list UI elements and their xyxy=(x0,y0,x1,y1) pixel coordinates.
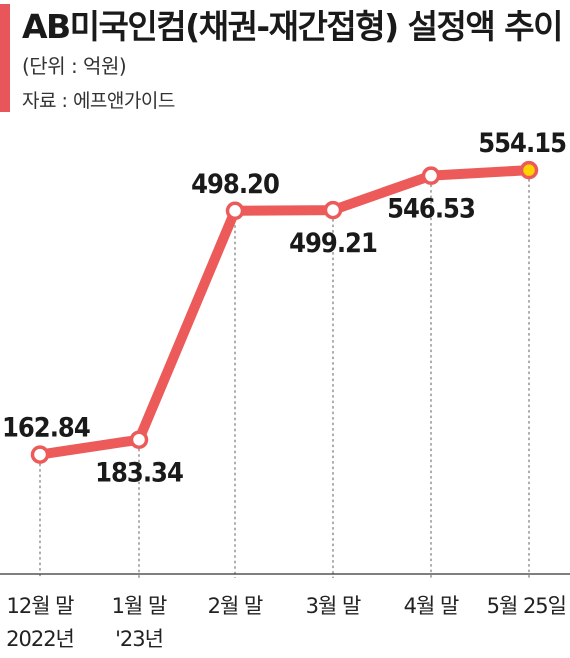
point-marker-1 xyxy=(129,430,149,449)
accent-bar xyxy=(0,4,10,112)
point-marker-2 xyxy=(225,201,245,221)
x-tick-sublabel-1: '23년 xyxy=(115,627,163,651)
unit-note: (단위 : 억원) xyxy=(22,54,127,78)
x-tick-label-0: 12월 말 xyxy=(6,594,74,618)
point-marker-0 xyxy=(30,445,50,464)
point-marker-4 xyxy=(421,166,441,185)
data-label-3: 499.21 xyxy=(289,228,377,259)
data-label-2: 498.20 xyxy=(191,169,279,200)
source-note: 자료 : 에프앤가이드 xyxy=(22,90,175,112)
x-tick-label-1: 1월 말 xyxy=(112,594,167,618)
series-line xyxy=(35,165,534,460)
chart-header: AB미국인컴(채권-재간접형) 설정액 추이 (단위 : 억원) 자료 : 에프… xyxy=(0,0,570,115)
x-tick-label-4: 4월 말 xyxy=(404,594,459,618)
x-tick-sublabel-0: 2022년 xyxy=(6,627,74,651)
x-tick-label-2: 2월 말 xyxy=(208,594,263,618)
x-tick-label-3: 3월 말 xyxy=(306,594,361,618)
x-tick-label-5: 5월 25일 xyxy=(487,594,566,618)
chart-title: AB미국인컴(채권-재간접형) 설정액 추이 xyxy=(22,7,563,46)
highlight-point-marker xyxy=(519,160,539,180)
point-marker-3 xyxy=(323,200,343,220)
data-label-1: 183.34 xyxy=(95,458,183,489)
data-label-5: 554.15 xyxy=(478,128,566,159)
data-label-4: 546.53 xyxy=(387,194,475,225)
data-label-0: 162.84 xyxy=(2,413,90,444)
